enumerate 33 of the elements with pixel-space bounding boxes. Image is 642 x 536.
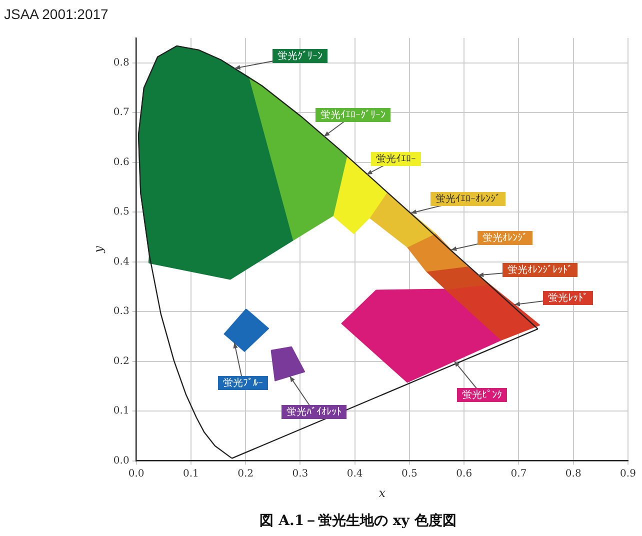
- text: 蛍光ｵﾚﾝｼﾞ: [482, 232, 528, 244]
- y-tick-label: 0.5: [113, 206, 130, 218]
- text: 蛍光ｸﾞﾘｰﾝ: [278, 50, 322, 62]
- y-tick-label: 0.1: [113, 406, 130, 417]
- y-tick-label: 0.2: [113, 356, 130, 367]
- series-label: 蛍光ｵﾚﾝｼﾞﾚｯﾄﾞ: [508, 264, 572, 276]
- text: 蛍光ﾋﾟﾝｸ: [462, 389, 502, 402]
- y-tick-label: 0.4: [113, 256, 130, 268]
- x-tick-label: 0.8: [565, 468, 582, 480]
- y-tick-label: 0.3: [113, 306, 130, 318]
- x-tick-label: 0.6: [456, 468, 472, 480]
- y-tick-label: 0.6: [113, 156, 130, 168]
- text: 蛍光ﾚｯﾄﾞ: [548, 292, 588, 304]
- series-label: 蛍光ｲｴﾛｰ: [376, 153, 416, 166]
- text: 図 A.1－蛍光生地の xy 色度図: [260, 512, 456, 530]
- x-tick-label: 0.2: [238, 468, 254, 480]
- text: JSAA 2001:2017: [4, 6, 108, 22]
- x-tick-label: 0.9: [620, 468, 636, 480]
- x-tick-label: 0.4: [346, 468, 363, 480]
- y-tick-label: 0.7: [113, 107, 130, 118]
- x-tick-label: 0.5: [402, 468, 418, 480]
- x-tick-label: 0.0: [128, 468, 144, 480]
- y-tick-label: 0.0: [113, 455, 130, 466]
- x-tick-label: 0.1: [182, 468, 199, 480]
- x-tick-label: 0.7: [510, 468, 527, 480]
- x-tick-label: 0.3: [292, 468, 308, 480]
- y-tick-label: 0.8: [113, 57, 130, 68]
- text: 蛍光ｲｴﾛｰｵﾚﾝｼﾞ: [436, 193, 500, 206]
- series-label: 蛍光ｲｴﾛｰｸﾞﾘｰﾝ: [320, 109, 386, 122]
- x-axis-title: x: [378, 486, 386, 500]
- text: 蛍光ﾌﾞﾙｰ: [223, 377, 263, 390]
- text: 蛍光ﾊﾞｲｵﾚｯﾄ: [286, 406, 342, 418]
- y-axis-title: y: [91, 246, 106, 254]
